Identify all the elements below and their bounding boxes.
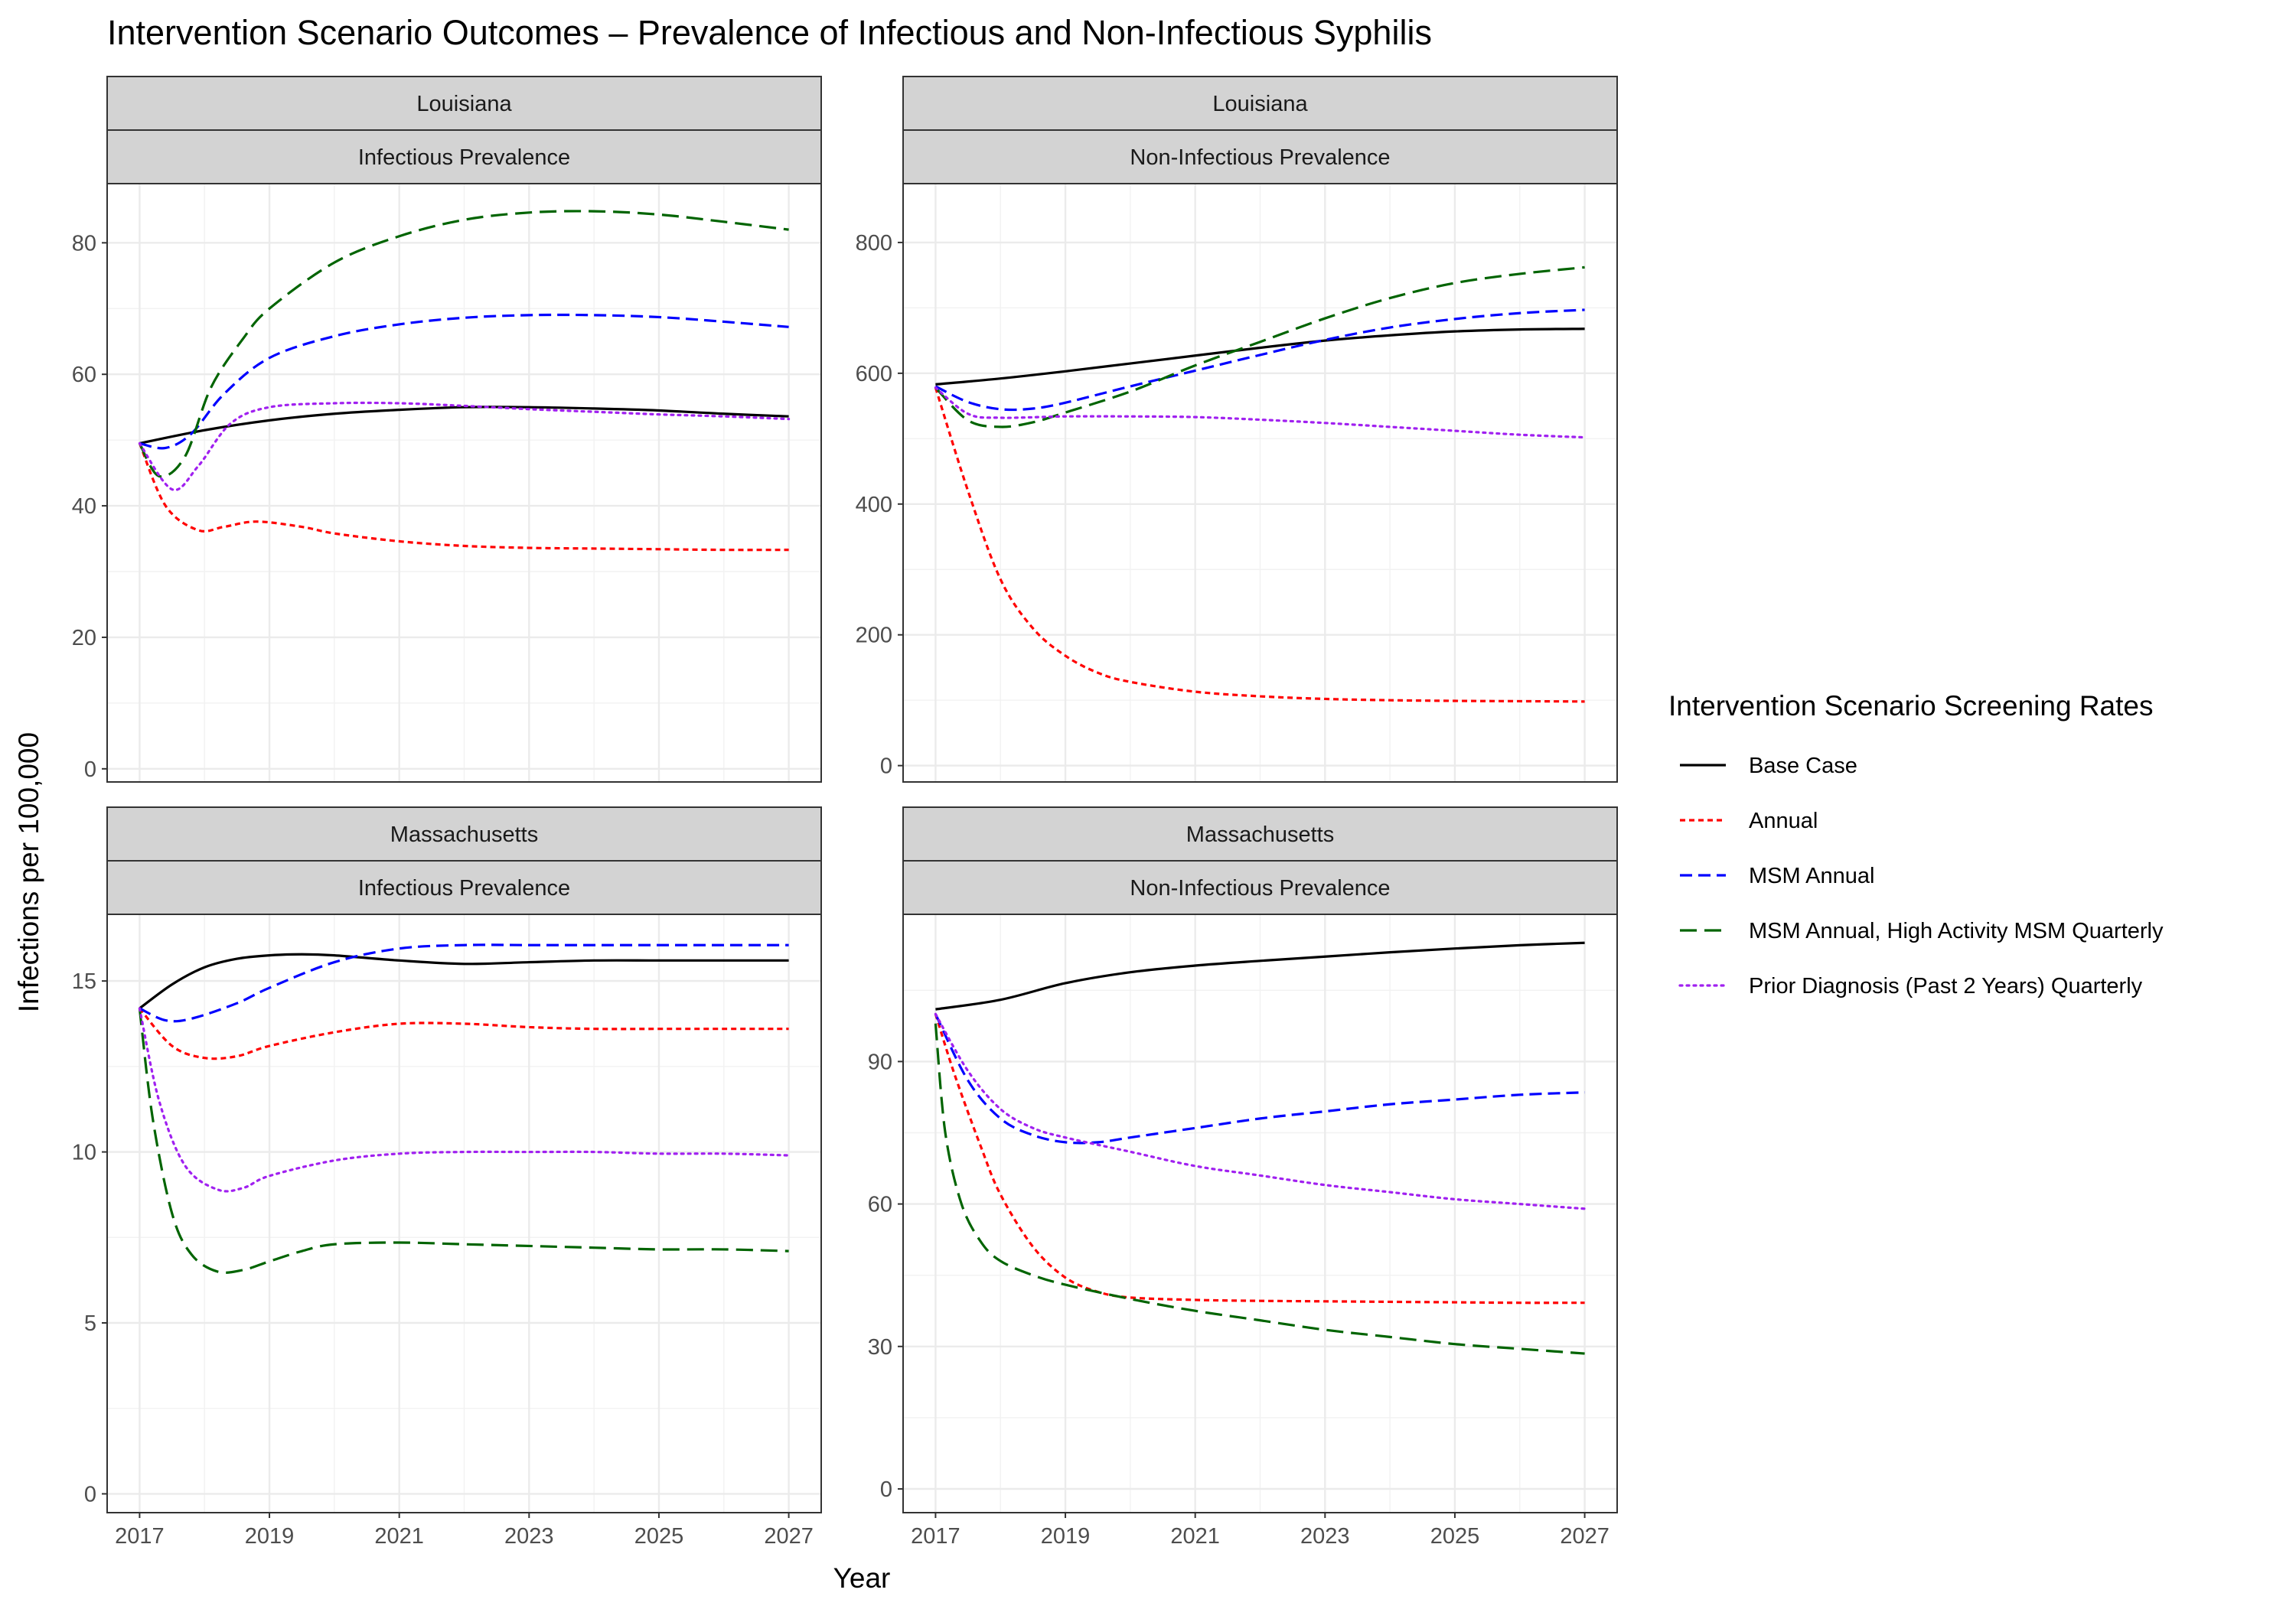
series-line-annual: [138, 442, 789, 552]
series-line-msm: [139, 943, 789, 1023]
y-tick-label: 60: [868, 1193, 892, 1217]
panel-border: [106, 183, 822, 783]
y-tick-label: 800: [856, 231, 892, 256]
series-line-annual: [934, 1013, 1585, 1305]
y-tick-label: 40: [72, 494, 96, 519]
series-line-base: [139, 953, 789, 1010]
y-tick-label: 20: [72, 626, 96, 650]
series-line-prior: [138, 401, 791, 491]
legend-item-prior: Prior Diagnosis (Past 2 Years) Quarterly: [1678, 974, 2143, 998]
series-line-msmhigh: [138, 210, 789, 478]
strip-measure-label: Infectious Prevalence: [358, 876, 570, 901]
strip-state-box: [106, 806, 822, 862]
strip-state-label: Massachusetts: [390, 823, 538, 847]
strip-state-label: Louisiana: [416, 92, 512, 116]
legend-title: Intervention Scenario Screening Rates: [1668, 690, 2153, 722]
panel-1: Louisiana Infectious Prevalence 0 20 40 60 80: [72, 76, 822, 783]
series-line-msm: [934, 1013, 1585, 1145]
strip-measure-box: [106, 129, 822, 184]
series-line-msmhigh: [934, 265, 1585, 428]
legend-label-msmhigh: MSM Annual, High Activity MSM Quarterly: [1749, 919, 2164, 943]
strip-measure-box: [902, 129, 1618, 184]
y-tick-label: 15: [72, 969, 96, 994]
legend-item-msmhigh: MSM Annual, High Activity MSM Quarterly: [1680, 919, 2164, 943]
series-line-annual: [139, 1007, 789, 1060]
legend-label-base: Base Case: [1749, 754, 1857, 778]
y-tick-label: 80: [72, 231, 96, 256]
panel-3: Massachusetts Infectious Prevalence 0 5 10 15…: [72, 806, 822, 1549]
series-line-msm: [934, 308, 1585, 412]
y-tick-label: 60: [72, 363, 96, 387]
x-tick-label: 2027: [1560, 1524, 1609, 1549]
series-line-msmhigh: [138, 1008, 789, 1274]
strip-measure-label: Infectious Prevalence: [358, 145, 570, 170]
panel-4: Massachusetts Non-Infectious Prevalence 0 3…: [868, 806, 1618, 1549]
y-tick-label: 90: [868, 1050, 892, 1074]
x-tick-label: 2017: [115, 1524, 165, 1549]
y-tick-label: 0: [880, 754, 892, 779]
series-line-base: [935, 327, 1585, 386]
x-tick-label: 2021: [1170, 1524, 1220, 1549]
x-tick-label: 2027: [764, 1524, 814, 1549]
panel-2: Louisiana Non-Infectious Prevalence 0 200 40…: [856, 76, 1618, 783]
strip-state-box: [106, 76, 822, 131]
panel-border: [902, 914, 1618, 1513]
panel-border: [902, 183, 1618, 783]
series-line-base: [139, 406, 789, 445]
x-tick-label: 2019: [1041, 1524, 1091, 1549]
y-tick-label: 0: [84, 757, 96, 782]
y-tick-label: 400: [856, 493, 892, 517]
x-tick-label: 2023: [504, 1524, 554, 1549]
series-line-prior: [934, 1012, 1587, 1210]
y-tick-label: 10: [72, 1141, 96, 1165]
legend-item-base: Base Case: [1680, 754, 1857, 778]
strip-measure-box: [902, 860, 1618, 915]
x-tick-label: 2019: [245, 1524, 295, 1549]
x-tick-label: 2021: [374, 1524, 424, 1549]
legend: Intervention Scenario Screening Rates Ba…: [1668, 690, 2164, 998]
y-tick-label: 0: [84, 1482, 96, 1507]
strip-measure-label: Non-Infectious Prevalence: [1130, 145, 1390, 170]
series-line-prior: [934, 386, 1587, 439]
x-tick-label: 2025: [1430, 1524, 1480, 1549]
strip-measure-box: [106, 860, 822, 915]
strip-state-label: Massachusetts: [1186, 823, 1334, 847]
panel-border: [106, 914, 822, 1513]
y-tick-label: 30: [868, 1335, 892, 1360]
legend-item-annual: Annual: [1680, 809, 1818, 833]
series-line-msmhigh: [934, 1023, 1585, 1355]
y-tick-label: 200: [856, 624, 892, 648]
legend-label-msm: MSM Annual: [1749, 864, 1874, 888]
y-axis-title: Infections per 100,000: [13, 732, 44, 1012]
strip-state-label: Louisiana: [1212, 92, 1308, 116]
y-tick-label: 5: [84, 1311, 96, 1336]
series-line-prior: [138, 1007, 791, 1193]
legend-label-prior: Prior Diagnosis (Past 2 Years) Quarterly: [1749, 974, 2143, 998]
x-tick-label: 2025: [634, 1524, 684, 1549]
x-tick-label: 2023: [1300, 1524, 1350, 1549]
legend-items: Base Case Annual MSM Annual MSM Annual, Hig…: [1678, 754, 2164, 998]
series-line-base: [935, 941, 1585, 1011]
strip-state-box: [902, 76, 1618, 131]
y-tick-label: 600: [856, 362, 892, 386]
series-line-annual: [934, 387, 1585, 703]
strip-measure-label: Non-Infectious Prevalence: [1130, 876, 1390, 901]
x-tick-label: 2017: [911, 1524, 960, 1549]
legend-label-annual: Annual: [1749, 809, 1818, 833]
chart-title: Intervention Scenario Outcomes – Prevale…: [107, 13, 1432, 52]
y-tick-label: 0: [880, 1477, 892, 1502]
legend-item-msm: MSM Annual: [1680, 864, 1874, 888]
x-axis-title: Year: [833, 1562, 891, 1594]
